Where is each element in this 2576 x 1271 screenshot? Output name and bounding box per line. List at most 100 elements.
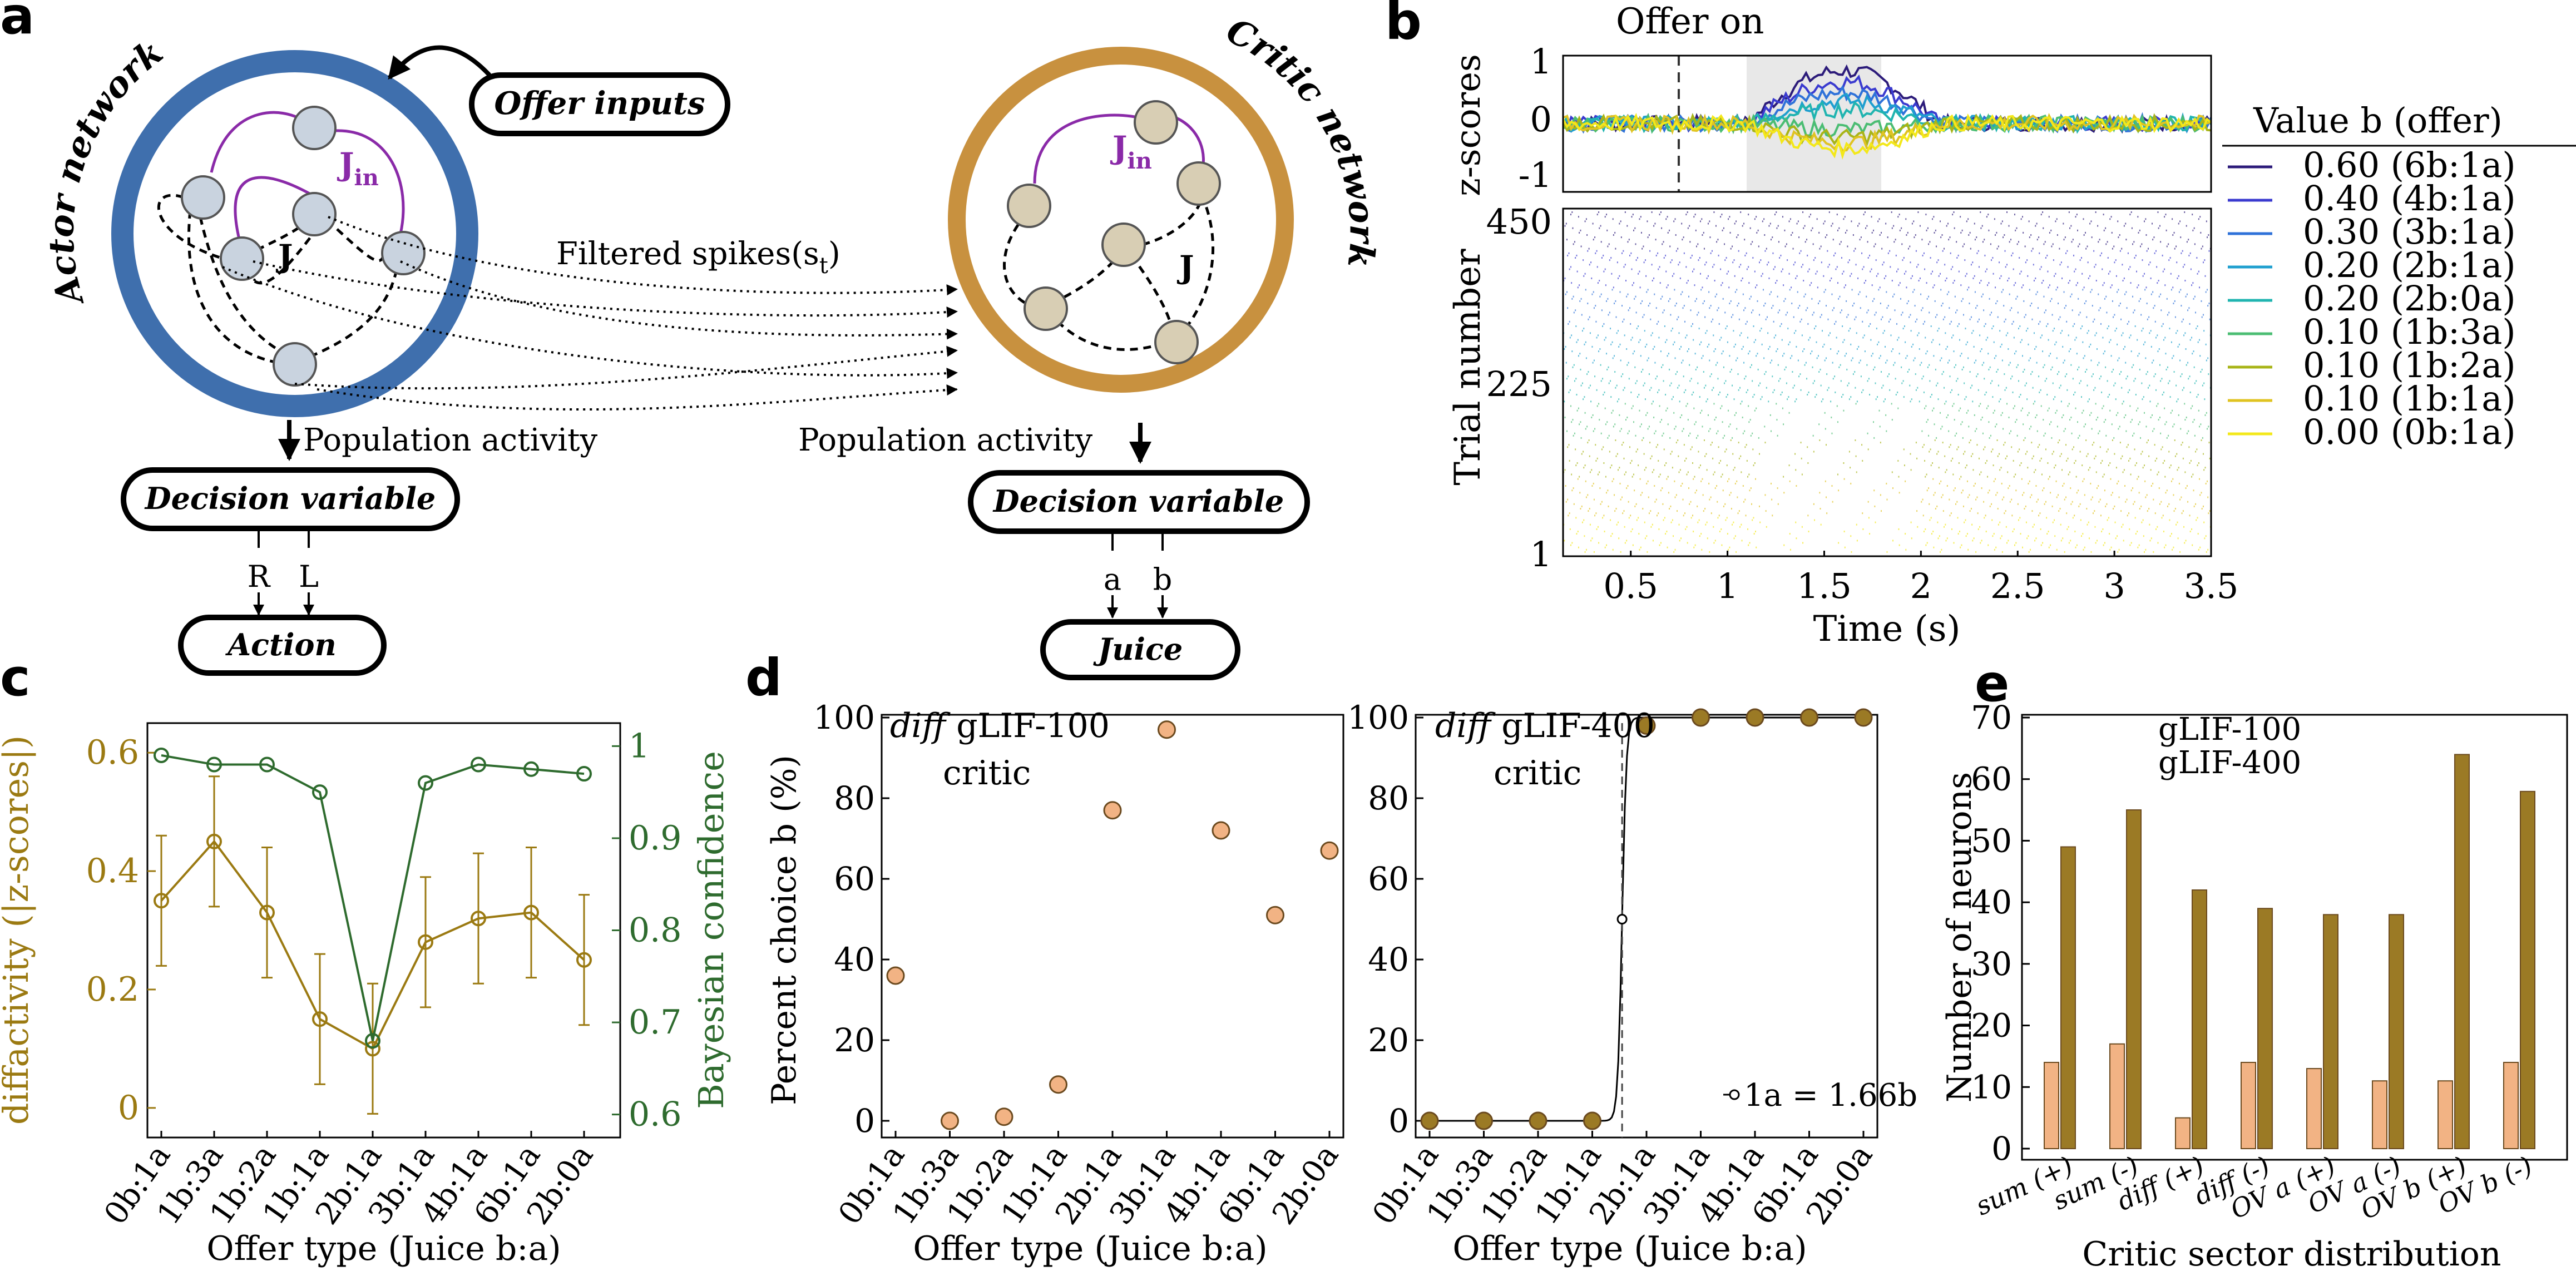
panel-a-schematic: Actor network Offer inputs Jin J xyxy=(41,10,1383,680)
e-bar xyxy=(2126,809,2142,1149)
legend-entry: 0.60 (6b:1a) xyxy=(2303,145,2516,185)
time-tick-label: 3.5 xyxy=(2184,566,2239,606)
c-point xyxy=(523,761,539,777)
actor-j-label: J xyxy=(275,238,293,275)
d-y-tick-label: 80 xyxy=(1368,779,1409,817)
trial-tick-225: 225 xyxy=(1486,364,1552,404)
d-point xyxy=(1212,821,1230,840)
legend-entry: 0.10 (1b:2a) xyxy=(2303,345,2516,385)
time-tick-label: 1 xyxy=(1717,566,1738,606)
c-point xyxy=(154,893,169,909)
panel-d-charts: 0204060801000b:1a1b:3a1b:2a1b:1a2b:1a3b:… xyxy=(765,699,1917,1268)
critic-population-activity: Population activity xyxy=(798,422,1093,458)
panel-d-right-axes xyxy=(1415,714,1878,1139)
legend-entry: 0.20 (2b:0a) xyxy=(2303,278,2516,319)
d-point xyxy=(1158,720,1176,739)
critic-output-b: b xyxy=(1153,562,1173,597)
filtered-spikes-label: Filtered spikes(st) xyxy=(556,236,840,279)
action-label: Action xyxy=(225,627,337,662)
raster-spikes xyxy=(1563,211,2211,553)
c-right-tick-label: 0.9 xyxy=(629,819,681,858)
e-bar xyxy=(2437,1080,2453,1149)
actor-nodes xyxy=(181,106,426,387)
critic-j-label: J xyxy=(1176,249,1194,286)
e-y-tick-label: 70 xyxy=(1971,699,2012,736)
e-bar xyxy=(2454,754,2470,1149)
offer-inputs-arrow xyxy=(387,45,491,80)
panel-c-chart: 00.20.40.60.60.70.80.910b:1a1b:3a1b:2a1b… xyxy=(0,722,731,1268)
offer-inputs-box xyxy=(469,72,730,136)
panel-d-right-title: diff gLIF-400 xyxy=(1435,706,1655,745)
d-y-tick-label: 100 xyxy=(1347,699,1409,736)
critic-output-a: a xyxy=(1104,562,1121,597)
zscore-trace xyxy=(1562,112,2212,160)
c-series-line xyxy=(161,754,585,1041)
d-y-tick-label: 100 xyxy=(813,699,875,736)
panel-letter-d: d xyxy=(745,648,782,708)
panel-d-left-title: diff gLIF-100 xyxy=(890,706,1110,745)
e-bar xyxy=(2323,914,2338,1150)
d-point xyxy=(1103,801,1122,820)
panel-e-legend-1: gLIF-100 xyxy=(2158,711,2301,748)
e-bar xyxy=(2109,1043,2125,1150)
critic-decision-box xyxy=(968,470,1310,534)
trial-tick-450: 450 xyxy=(1486,201,1552,242)
c-point xyxy=(471,756,486,773)
c-left-tick-label: 0.2 xyxy=(86,970,139,1009)
d-point xyxy=(886,966,905,985)
panel-e-axes xyxy=(2021,714,2568,1161)
d-y-tick-label: 20 xyxy=(1368,1021,1409,1059)
critic-network-title: Critic network xyxy=(1220,10,1382,270)
actor-population-activity: Population activity xyxy=(303,422,598,458)
juice-label: Juice xyxy=(1093,631,1183,667)
e-bar xyxy=(2175,1117,2191,1149)
d-point xyxy=(1266,906,1284,924)
d-y-tick-label: 40 xyxy=(834,941,875,978)
panel-d-ylabel: Percent choice b (%) xyxy=(765,755,804,1105)
d-point xyxy=(1583,1111,1601,1130)
c-point xyxy=(154,747,169,763)
offer-inputs-label: Offer inputs xyxy=(495,85,705,122)
c-point xyxy=(312,784,328,800)
z-tick-neg1: -1 xyxy=(1519,155,1552,195)
time-tick-label: 3 xyxy=(2103,566,2125,606)
panel-e-ylabel: Number of neurons xyxy=(1940,772,1979,1102)
legend-title: Value b (offer) xyxy=(2253,100,2503,141)
zscore-axis-label: z-scores xyxy=(1447,54,1488,196)
d-point xyxy=(1529,1111,1547,1130)
legend-entry: 0.00 (0b:1a) xyxy=(2303,412,2516,452)
e-y-tick-label: 40 xyxy=(1971,883,2012,921)
time-tick-label: 2.5 xyxy=(1990,566,2045,606)
actor-jin-label: Jin xyxy=(337,146,379,191)
juice-box xyxy=(1040,619,1240,680)
e-bar xyxy=(2503,1062,2519,1149)
d-y-tick-label: 60 xyxy=(1368,860,1409,898)
actor-decision-box xyxy=(121,467,460,531)
e-bar xyxy=(2306,1068,2322,1149)
z-tick-1: 1 xyxy=(1530,41,1552,82)
panel-d-right-xlabel: Offer type (Juice b:a) xyxy=(1452,1229,1807,1268)
e-bar xyxy=(2241,1062,2256,1149)
d-point xyxy=(1420,1111,1439,1130)
d-point xyxy=(1800,708,1818,727)
actor-network-ring xyxy=(111,50,478,417)
panel-c-ylabel-left: diffactivity (|z-scores|) xyxy=(0,735,36,1125)
c-right-tick-label: 0.7 xyxy=(629,1003,681,1042)
raster-axes xyxy=(1562,207,2212,557)
e-y-tick-label: 0 xyxy=(1991,1130,2012,1168)
e-bar xyxy=(2372,1080,2387,1149)
e-y-tick-label: 30 xyxy=(1971,945,2012,983)
e-bar xyxy=(2389,914,2404,1150)
d-y-tick-label: 80 xyxy=(834,779,875,817)
c-point xyxy=(418,775,433,791)
panel-c-xlabel: Offer type (Juice b:a) xyxy=(206,1229,561,1268)
panel-c-ylabel-right: Bayesian confidence xyxy=(691,751,731,1109)
panel-b: Offer on z-scores 1 0 -1 Trial number 45… xyxy=(1447,1,2576,650)
c-left-tick-label: 0.4 xyxy=(86,852,139,891)
c-right-tick-label: 0.8 xyxy=(629,911,681,950)
c-point xyxy=(365,1033,380,1049)
action-box xyxy=(178,615,387,676)
panel-d-left-xlabel: Offer type (Juice b:a) xyxy=(913,1229,1267,1268)
